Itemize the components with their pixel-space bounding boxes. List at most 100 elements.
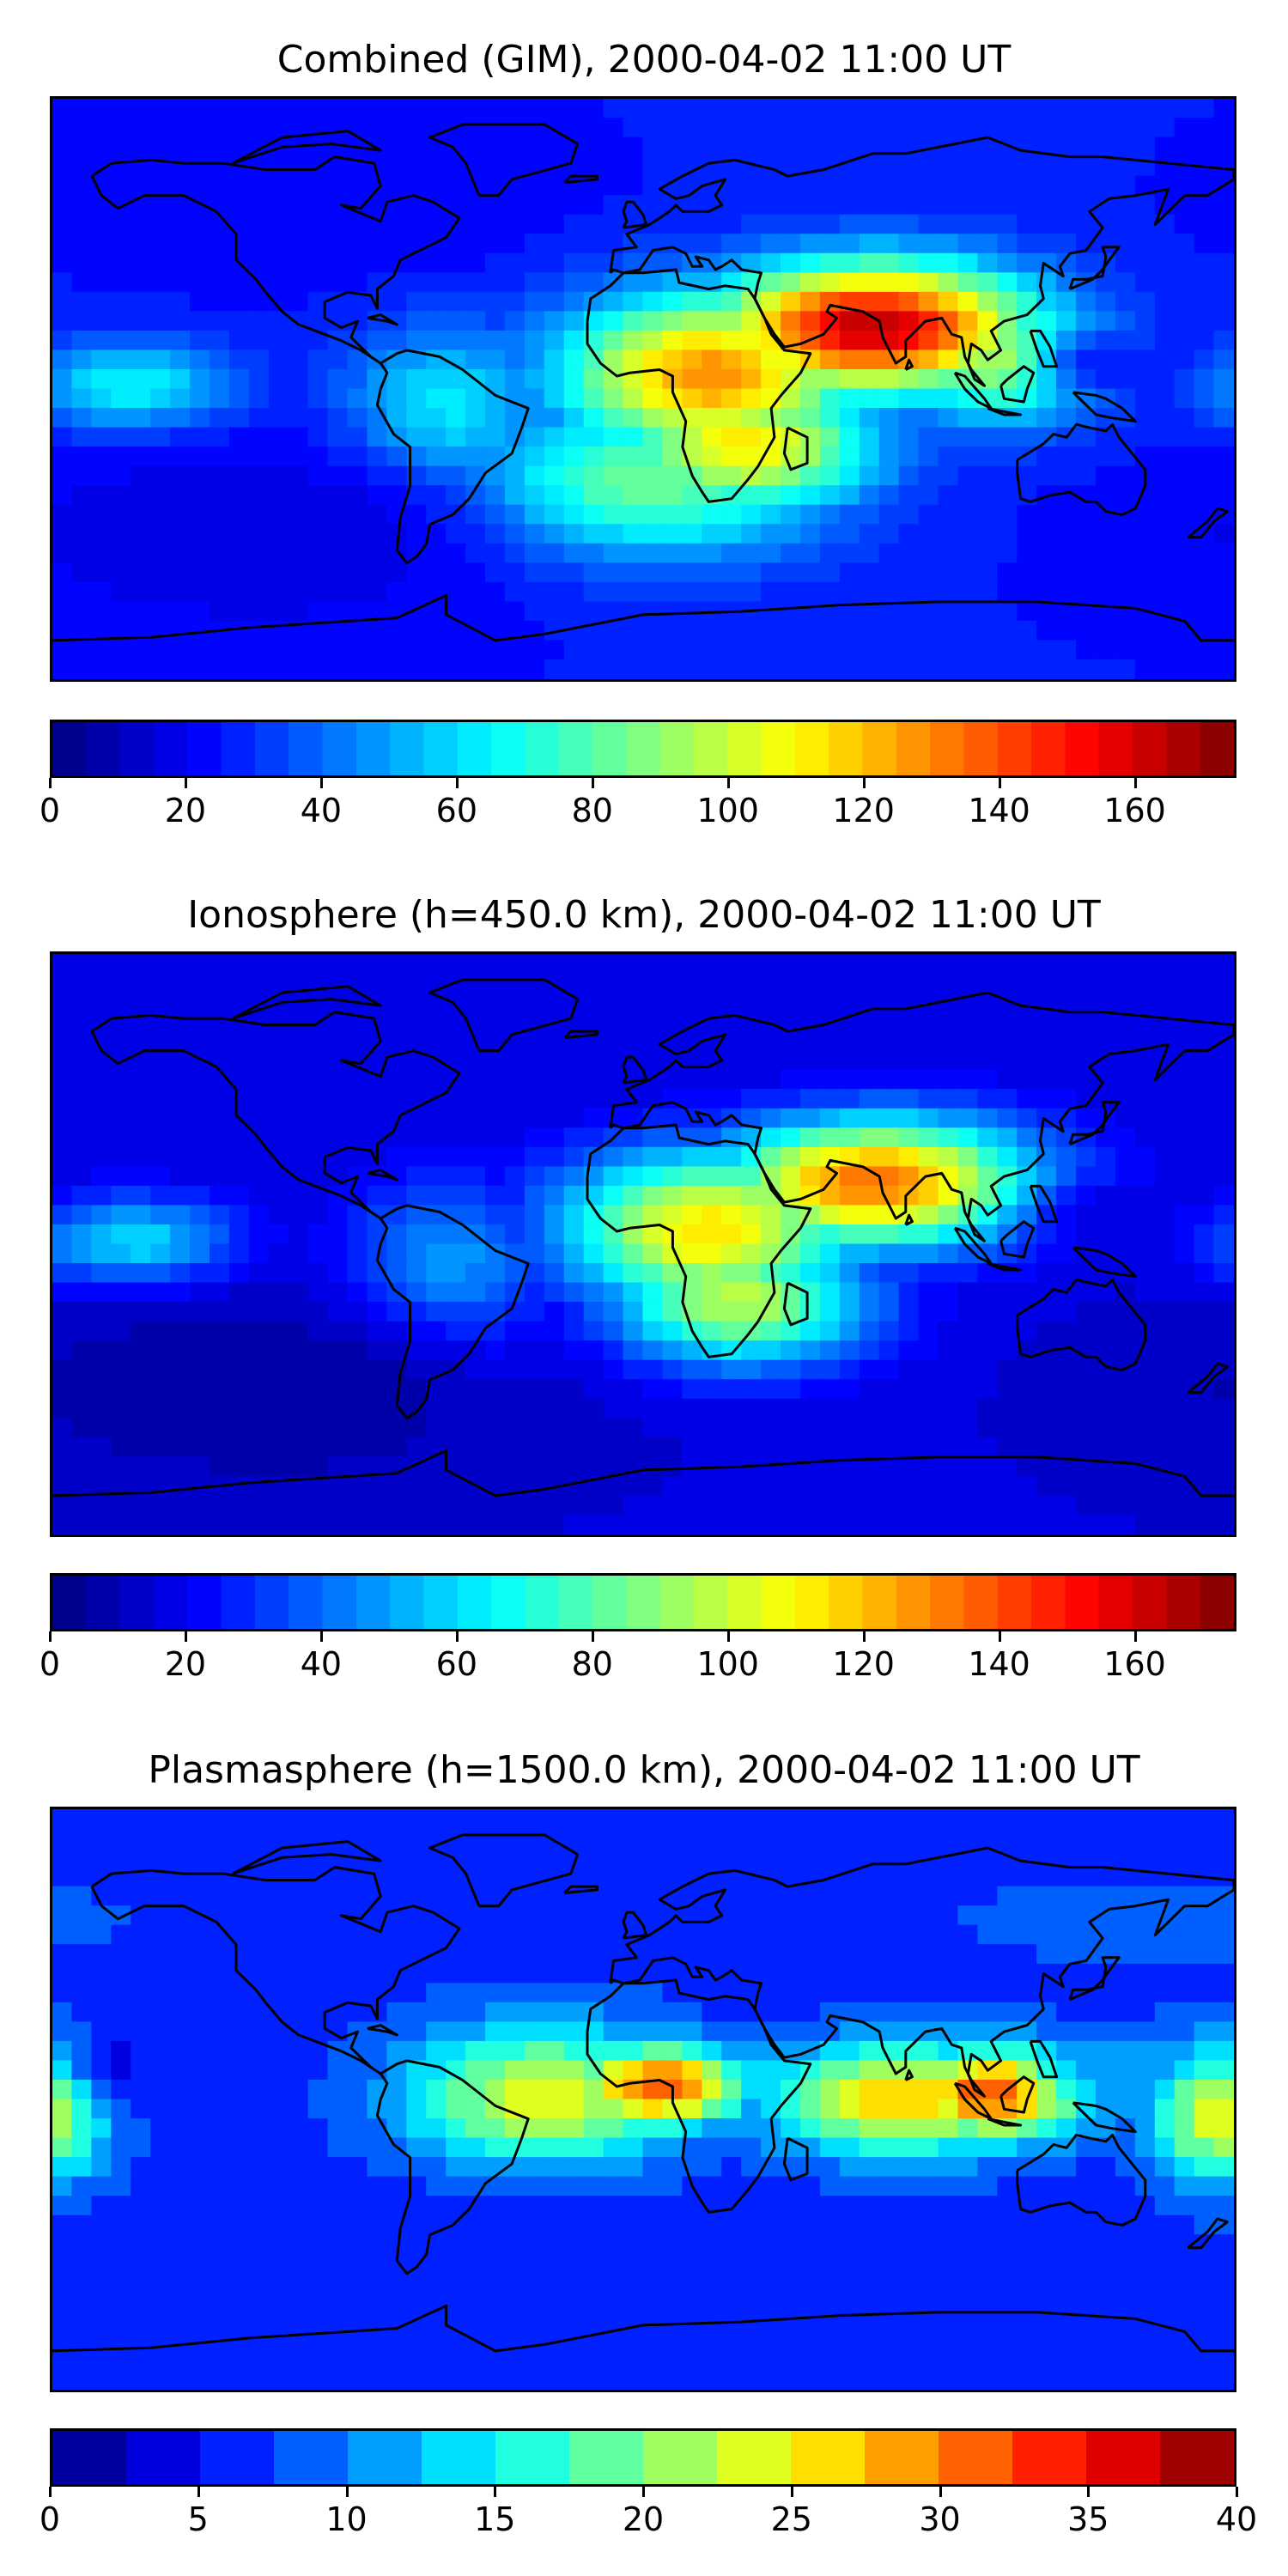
coastline: [428, 1833, 580, 1908]
colorbar-tick: [790, 2487, 793, 2497]
panel-title: Plasmasphere (h=1500.0 km), 2000-04-02 1…: [148, 1748, 1140, 1792]
coastline: [1072, 2101, 1137, 2134]
tec-map-ionosphere: [50, 951, 1236, 1537]
colorbar-swatch: [348, 2431, 422, 2484]
coastline: [782, 426, 809, 471]
coastline: [782, 2136, 809, 2182]
coastlines: [52, 1833, 1234, 2353]
colorbar-swatch: [794, 1576, 829, 1629]
colorbar-swatch: [1065, 1576, 1100, 1629]
colorbar-swatch: [717, 2431, 792, 2484]
colorbar-tick-label: 15: [474, 2500, 516, 2538]
colorbar-swatch: [1098, 1576, 1133, 1629]
colorbar-swatch: [930, 722, 965, 775]
colorbar-swatch: [592, 1576, 627, 1629]
coastline: [1187, 1362, 1229, 1394]
coastline: [904, 1213, 914, 1226]
colorbar-swatch: [86, 722, 121, 775]
colorbar-swatch: [491, 1576, 526, 1629]
tec-field: [52, 99, 1234, 679]
coastline: [1068, 246, 1121, 290]
colorbar-swatch: [829, 1576, 864, 1629]
coastline: [1029, 329, 1059, 368]
colorbar-tick: [49, 2487, 52, 2497]
coastline: [987, 407, 1023, 416]
coastline: [1072, 391, 1137, 423]
colorbar-swatch: [997, 1576, 1032, 1629]
colorbar-swatch: [86, 1576, 121, 1629]
colorbar-tick-label: 60: [435, 792, 478, 829]
colorbar-tick: [1133, 1631, 1137, 1642]
colorbar-swatch: [693, 722, 728, 775]
colorbar-swatch: [794, 722, 829, 775]
colorbar-swatch: [1133, 1576, 1167, 1629]
coastline: [428, 978, 580, 1053]
colorbar-tick-label: 100: [696, 792, 759, 829]
colorbar-swatch: [643, 2431, 718, 2484]
coastline: [232, 985, 382, 1020]
coastline: [1187, 2217, 1229, 2250]
colorbar-swatch: [221, 722, 256, 775]
colorbar-tick-label: 160: [1103, 792, 1166, 829]
colorbar-tick-label: 20: [164, 1645, 207, 1683]
colorbar-swatch: [274, 2431, 349, 2484]
colorbar-swatch: [390, 1576, 425, 1629]
colorbar-combined: [50, 720, 1236, 778]
colorbar-swatch: [1200, 722, 1234, 775]
colorbar-swatch: [355, 1576, 391, 1629]
colorbar-swatch: [1200, 1576, 1234, 1629]
colorbar-swatch: [289, 722, 324, 775]
colorbar-swatch: [254, 1576, 289, 1629]
colorbar-tick: [1236, 2487, 1238, 2497]
coastline: [367, 2024, 398, 2037]
coastline: [563, 1885, 598, 1895]
colorbar-swatch: [558, 1576, 593, 1629]
colorbar-swatch: [322, 1576, 357, 1629]
coastline: [375, 2059, 530, 2275]
colorbar-swatch: [390, 722, 425, 775]
coastline: [622, 1911, 648, 1940]
coastline: [609, 136, 1234, 387]
coastline: [563, 174, 598, 185]
coastline: [782, 1281, 809, 1327]
colorbar-tick-label: 40: [300, 1645, 343, 1683]
colorbar-tick: [862, 1631, 866, 1642]
colorbar-tick-label: 140: [968, 1645, 1030, 1683]
colorbar-tick-label: 40: [1215, 2500, 1258, 2538]
coastline: [586, 1978, 812, 2214]
colorbar-tick-label: 5: [187, 2500, 209, 2538]
colorbar-swatch: [930, 1576, 965, 1629]
colorbar-tick: [726, 1631, 730, 1642]
coastline: [1072, 1246, 1137, 1279]
coastlines: [52, 123, 1234, 642]
colorbar-swatch: [495, 2431, 570, 2484]
colorbar-swatch: [997, 722, 1032, 775]
colorbar-swatch: [1012, 2431, 1087, 2484]
colorbar-swatch: [355, 722, 391, 775]
colorbar-ticks-combined: 0 20 40 60 80 100 120 140 160: [39, 778, 1236, 829]
colorbar-tick-label: 60: [435, 1645, 478, 1683]
colorbar-swatch: [1031, 1576, 1066, 1629]
colorbar-tick-label: 35: [1067, 2500, 1109, 2538]
colorbar-swatch: [187, 722, 222, 775]
colorbar-swatch: [791, 2431, 866, 2484]
coastline: [1029, 2039, 1059, 2079]
map-canvas: [52, 1809, 1234, 2390]
colorbar-tick: [319, 778, 323, 788]
colorbar-swatch: [322, 722, 357, 775]
coastline: [367, 1169, 398, 1182]
colorbar-swatch: [862, 722, 897, 775]
colorbar-tick: [642, 2487, 645, 2497]
colorbar-swatch: [659, 1576, 695, 1629]
colorbar-swatch: [254, 722, 289, 775]
colorbar-swatch: [761, 722, 796, 775]
colorbar-swatch: [52, 722, 87, 775]
colorbar-swatch: [525, 1576, 560, 1629]
coastline: [52, 2304, 1234, 2353]
colorbar-plasmasphere: [50, 2428, 1236, 2487]
colorbar-ticks-plasmasphere: 0 5 10 15 20 25 30 35 40: [39, 2487, 1257, 2538]
colorbar-swatch: [626, 1576, 661, 1629]
colorbar-swatch: [1031, 722, 1066, 775]
coastline: [52, 593, 1234, 642]
colorbar-tick: [319, 1631, 323, 1642]
